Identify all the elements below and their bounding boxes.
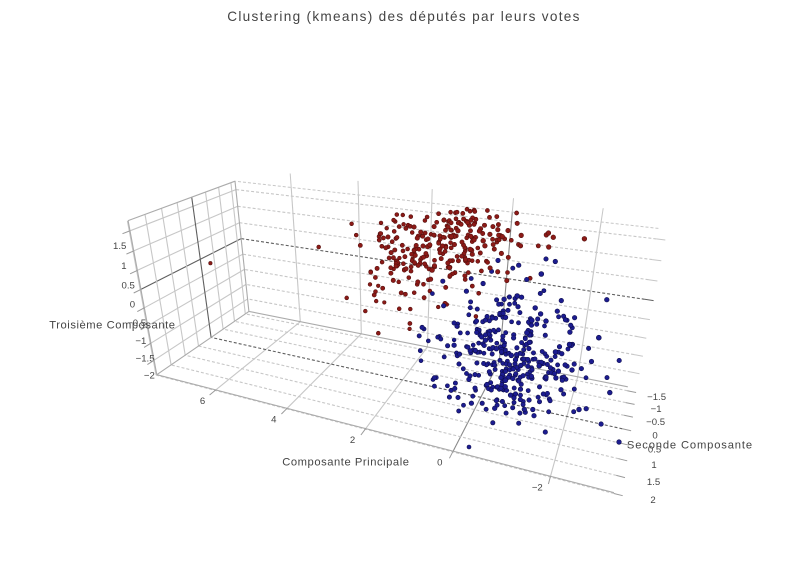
svg-text:2: 2 [650, 495, 655, 506]
svg-text:0: 0 [437, 458, 442, 469]
svg-text:−0.5: −0.5 [646, 417, 665, 428]
svg-text:Clustering (kmeans) des député: Clustering (kmeans) des députés par leur… [227, 9, 581, 24]
svg-text:4: 4 [271, 415, 277, 426]
svg-text:−2: −2 [532, 483, 543, 494]
svg-text:Composante Principale: Composante Principale [282, 457, 409, 469]
svg-text:−1.5: −1.5 [136, 353, 155, 364]
svg-text:1: 1 [121, 261, 126, 272]
svg-text:Troisième Composante: Troisième Composante [49, 320, 175, 332]
svg-text:0.5: 0.5 [122, 281, 135, 292]
svg-text:1.5: 1.5 [113, 241, 126, 252]
svg-text:1.5: 1.5 [647, 477, 660, 488]
svg-text:−1: −1 [651, 404, 662, 415]
svg-text:Seconde Composante: Seconde Composante [627, 440, 753, 452]
svg-text:1: 1 [651, 460, 656, 471]
svg-text:0: 0 [130, 300, 135, 311]
svg-text:−1: −1 [135, 336, 146, 347]
svg-text:2: 2 [350, 435, 355, 446]
svg-text:6: 6 [200, 396, 205, 407]
svg-text:−2: −2 [144, 370, 155, 381]
svg-text:−1.5: −1.5 [647, 392, 666, 403]
